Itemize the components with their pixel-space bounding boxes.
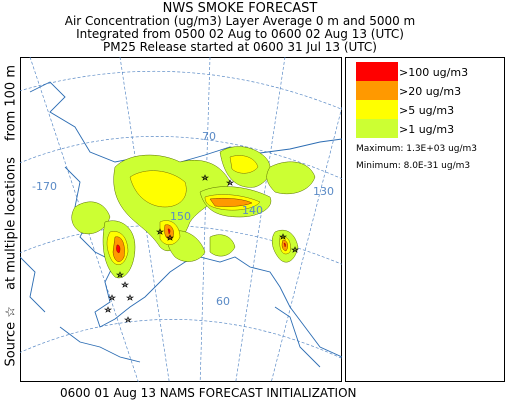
- source-locations-label: at multiple locations: [3, 157, 19, 290]
- lon-line-130: [270, 106, 342, 382]
- minimum-value: Minimum: 8.0E-31 ug/m3: [356, 161, 471, 171]
- lon-line-170: [29, 57, 139, 382]
- west-coast: [20, 256, 46, 313]
- smoke-forecast-map: -170 70 130 140 150 60: [20, 57, 342, 382]
- legend-swatch-5: [356, 100, 398, 119]
- lat-line-60: [20, 319, 342, 359]
- legend-swatch-20: [356, 81, 398, 100]
- south-coast: [64, 166, 342, 358]
- smoke-plumes: [71, 146, 316, 279]
- source-markers: [103, 174, 300, 323]
- lat-label-70: 70: [202, 130, 216, 143]
- lat-line-70: [20, 136, 342, 180]
- legend-label-20: >20 ug/m3: [399, 85, 462, 98]
- release-start: PM25 Release started at 0600 31 Jul 13 (…: [103, 40, 377, 54]
- lat-label-60: 60: [216, 295, 230, 308]
- legend-label-1: >1 ug/m3: [399, 123, 455, 136]
- lon-label-170: -170: [32, 180, 57, 193]
- legend-swatch-100: [356, 62, 398, 81]
- integration-period: Integrated from 0500 02 Aug to 0600 02 A…: [76, 27, 404, 41]
- maximum-value: Maximum: 1.3E+03 ug/m3: [356, 144, 478, 154]
- initialization-footer: 0600 01 Aug 13 NAMS FORECAST INITIALIZAT…: [60, 386, 357, 400]
- plume-level-100: [116, 228, 286, 254]
- lon-label-150: 150: [170, 210, 191, 223]
- lon-label-140: 140: [242, 204, 263, 217]
- source-label: Source ☆: [3, 306, 19, 367]
- legend-label-100: >100 ug/m3: [399, 66, 469, 79]
- legend-panel: >100 ug/m3 >20 ug/m3 >5 ug/m3 >1 ug/m3 M…: [345, 57, 505, 382]
- aleutian-coast: [59, 326, 141, 363]
- concentration-subtitle: Air Concentration (ug/m3) Layer Average …: [64, 14, 416, 28]
- forecast-title: NWS SMOKE FORECAST: [162, 1, 318, 16]
- legend-label-5: >5 ug/m3: [399, 104, 455, 117]
- lat-line-75: [20, 71, 342, 110]
- grid-labels: -170 70 130 140 150 60: [32, 130, 334, 308]
- lon-line-140: [235, 57, 286, 382]
- panhandle-coast: [274, 306, 321, 368]
- source-side-label: Source ☆ at multiple locations from 100 …: [3, 65, 19, 373]
- source-height-label: from 100 m: [3, 65, 19, 141]
- legend-swatch-1: [356, 119, 398, 138]
- lon-line-150: [199, 57, 211, 382]
- lon-label-130: 130: [313, 185, 334, 198]
